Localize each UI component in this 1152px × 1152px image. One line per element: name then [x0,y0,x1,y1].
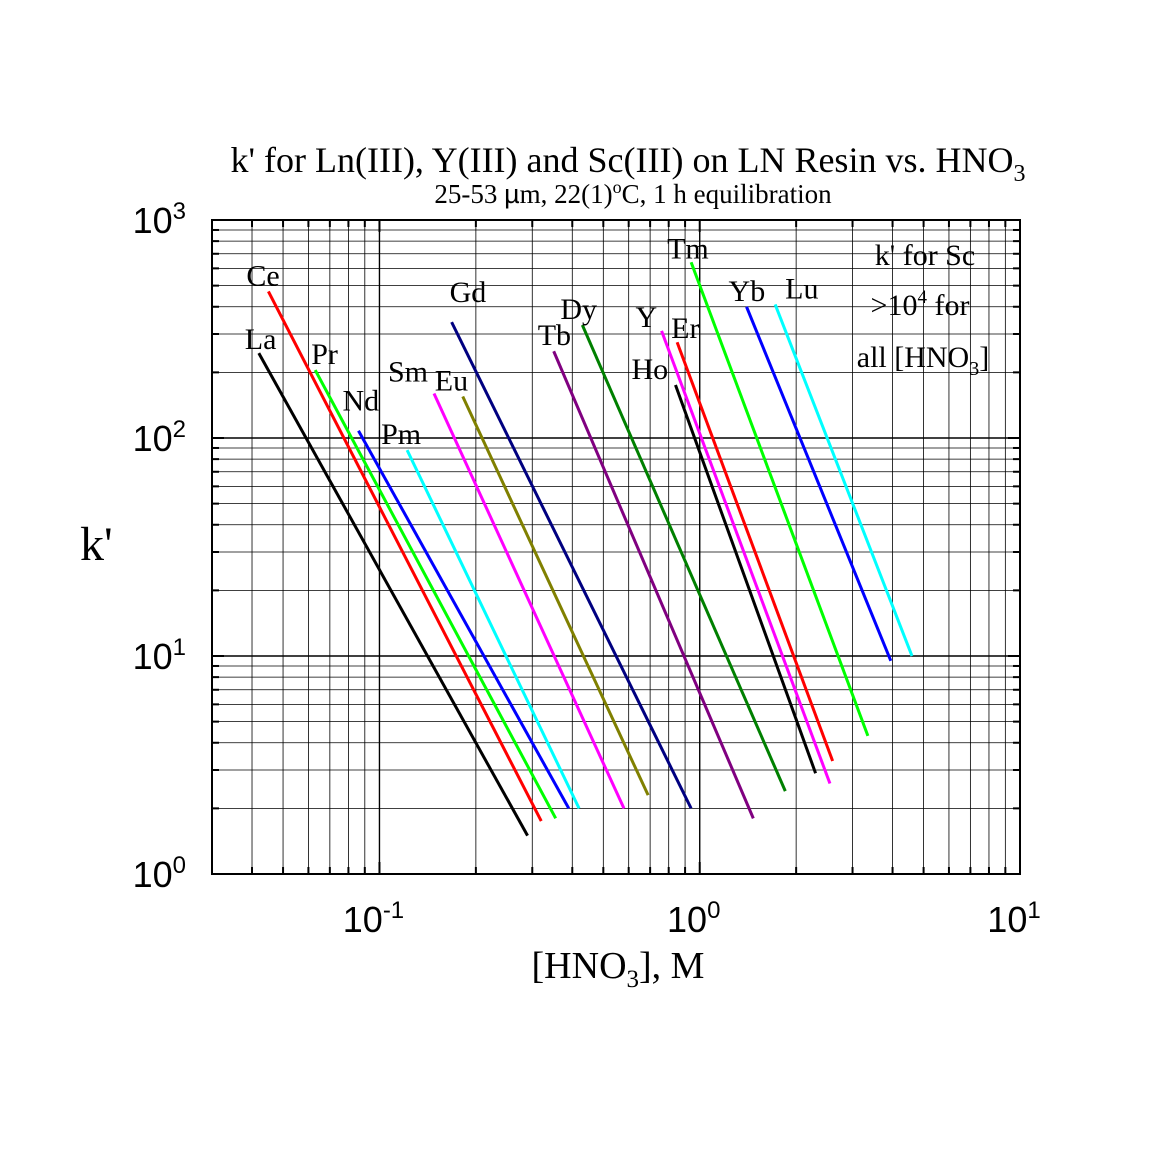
series-line-la [257,352,529,837]
series-lines [257,261,914,837]
series-line-gd [450,321,693,810]
annotation-line-3: all [HNO3] [857,341,989,380]
series-label-ho: Ho [631,353,668,386]
y-tick-label: 101 [133,634,186,677]
y-tick-label: 103 [133,198,186,241]
series-line-tm [689,261,870,737]
x-tick-label: 100 [667,897,720,940]
series-line-ho [674,384,817,774]
series-label-y: Y [636,301,658,334]
series-line-ce [267,290,543,822]
series-line-sm [432,392,626,809]
series-label-pr: Pr [311,338,338,371]
series-line-yb [745,306,893,662]
series-label-nd: Nd [342,385,379,418]
tick-labels: 10-1 100 101 100 101 102 103 [133,198,1041,940]
x-axis-label: [HNO3], M [532,945,705,993]
annotation-line-2: >104 for [871,287,970,322]
series-line-lu [773,303,914,657]
plot-frame [211,219,1021,875]
series-label-pm: Pm [381,418,421,451]
chart-title: k' for Ln(III), Y(III) and Sc(III) on LN… [231,140,1026,187]
series-line-er [675,341,835,762]
x-tick-label: 101 [987,897,1040,940]
series-line-pr [313,369,558,820]
y-axis-label: k' [80,518,113,571]
series-label-tb: Tb [538,319,571,352]
y-tick-label: 102 [133,416,186,459]
x-tick-label: 10-1 [343,897,404,940]
chart-title-main: k' for Ln(III), Y(III) and Sc(III) on LN… [231,140,1014,180]
series-line-pm [405,449,581,810]
series-label-gd: Gd [450,276,487,309]
series-label-sm: Sm [388,356,428,389]
chart-title-subscript: 3 [1013,161,1025,187]
tick-marks [212,220,1020,874]
chart-subtitle: 25-53 µm, 22(1)oC, 1 h equilibration [434,177,832,209]
series-label-lu: Lu [785,272,818,305]
series-label-tm: Tm [667,232,709,265]
series-label-eu: Eu [435,365,468,398]
series-label-dy: Dy [560,293,597,326]
series-line-y [660,330,832,785]
series-line-dy [580,324,787,792]
annotation-line-1: k' for Sc [875,239,975,272]
series-label-ce: Ce [246,259,279,292]
series-label-la: La [245,323,277,356]
annotation-sc: k' for Sc >104 for all [HNO3] [857,239,989,380]
series-label-er: Er [671,312,699,345]
series-label-yb: Yb [729,275,766,308]
series-line-eu [461,395,650,796]
y-tick-label: 100 [133,852,186,895]
series-line-tb [552,350,755,819]
series-line-nd [357,429,571,810]
